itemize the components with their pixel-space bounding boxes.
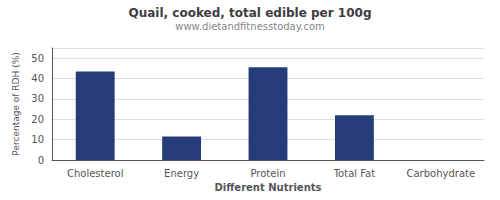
- svg-text:10: 10: [31, 134, 44, 145]
- svg-text:0: 0: [38, 155, 44, 166]
- svg-text:40: 40: [31, 73, 44, 84]
- svg-text:50: 50: [31, 53, 44, 64]
- svg-text:www.dietandfitnesstoday.com: www.dietandfitnesstoday.com: [175, 21, 324, 32]
- svg-text:Quail, cooked, total edible pe: Quail, cooked, total edible per 100g: [129, 6, 372, 20]
- svg-text:Cholesterol: Cholesterol: [67, 168, 123, 179]
- svg-text:30: 30: [31, 93, 44, 104]
- svg-text:Carbohydrate: Carbohydrate: [406, 168, 475, 179]
- svg-text:Different Nutrients: Different Nutrients: [215, 182, 322, 193]
- svg-text:Total Fat: Total Fat: [333, 168, 375, 179]
- svg-text:Protein: Protein: [250, 168, 285, 179]
- svg-text:Energy: Energy: [164, 168, 199, 179]
- svg-text:20: 20: [31, 114, 44, 125]
- svg-text:Percentage of RDH (%): Percentage of RDH (%): [11, 52, 21, 155]
